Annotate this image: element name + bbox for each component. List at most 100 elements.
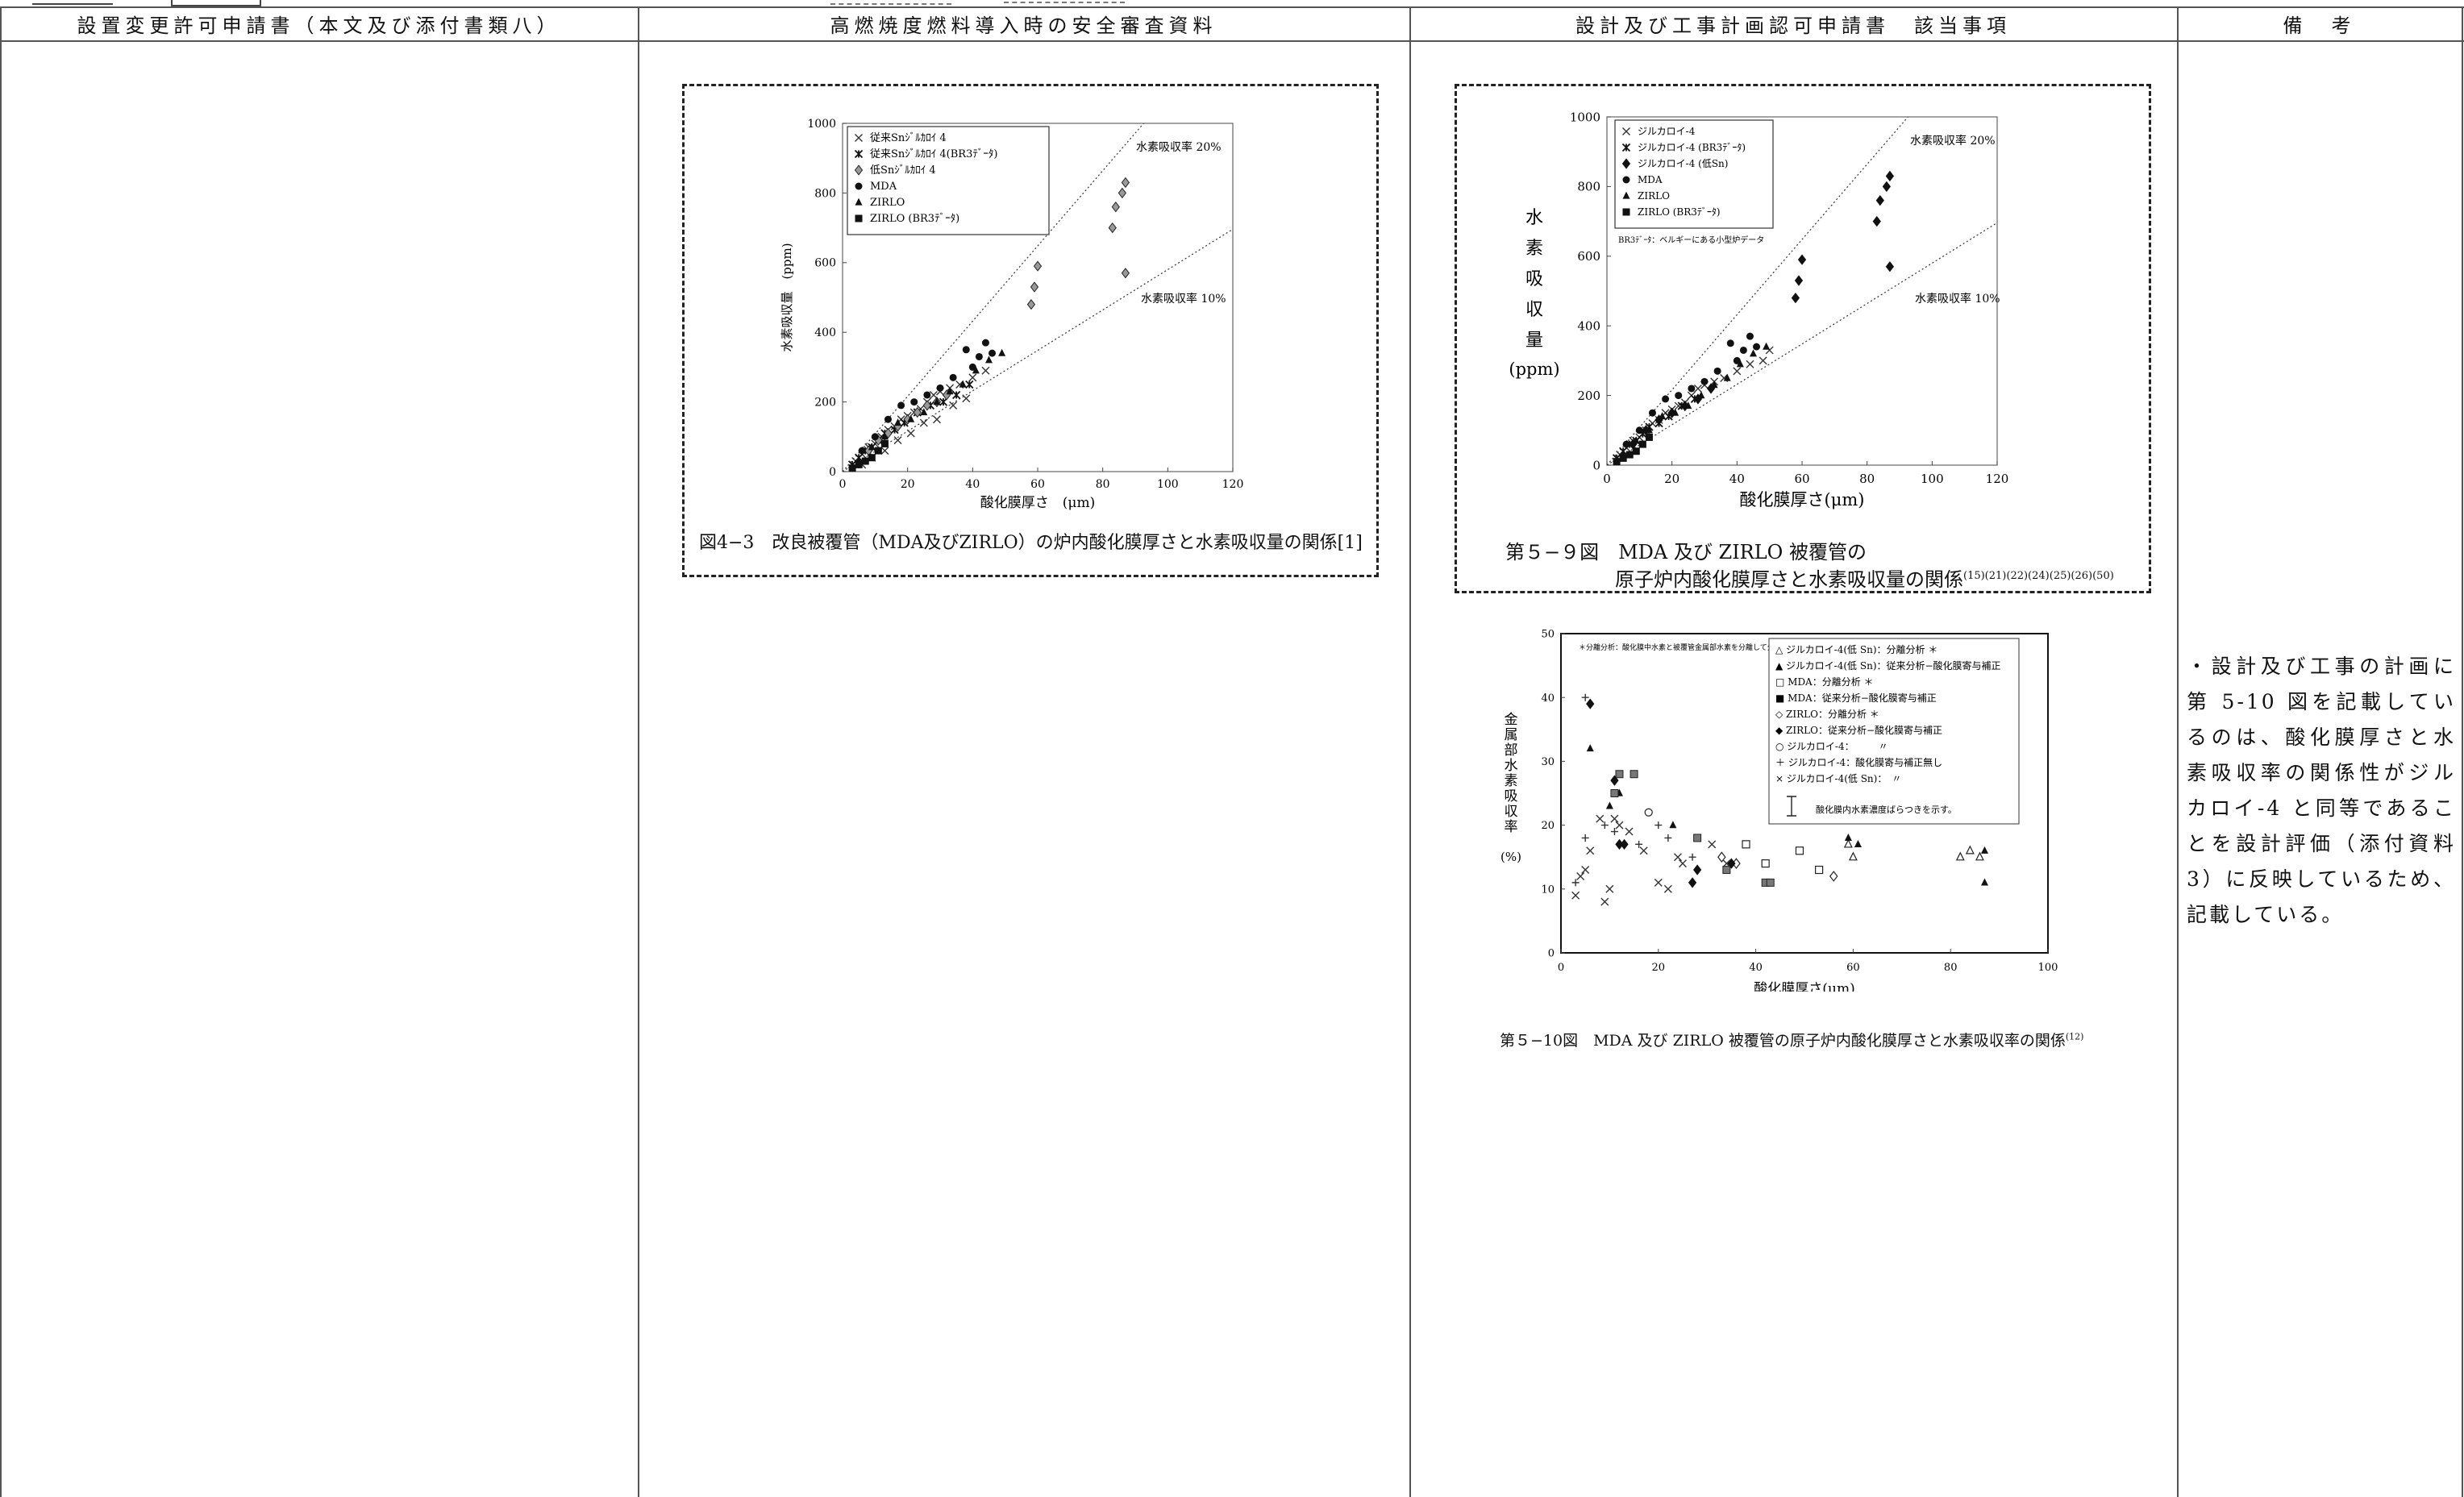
series <box>1622 332 1761 448</box>
data-point <box>1673 853 1682 862</box>
data-point <box>848 464 856 472</box>
legend-label: ○ ジルカロイ-4： 〃 <box>1775 741 1888 752</box>
top-fragments <box>0 0 2464 6</box>
data-point <box>1733 356 1741 364</box>
data-point <box>962 346 970 354</box>
series <box>1644 808 1653 817</box>
data-point <box>1759 356 1767 365</box>
legend-label: △ ジルカロイ-4(低 Sn)：分離分析 ＊ <box>1775 644 1937 655</box>
y-axis-label-char: 金 <box>1505 712 1518 728</box>
y-tick-label: 0 <box>829 466 836 479</box>
y-axis-unit: (ppm) <box>1509 360 1559 379</box>
data-point <box>1739 346 1747 354</box>
data-point <box>1750 349 1757 357</box>
series <box>1613 433 1653 466</box>
data-point <box>1581 866 1590 875</box>
legend-label: ZIRLO (BR3ﾃﾞｰﾀ) <box>1638 206 1721 218</box>
reference-line <box>842 123 1144 472</box>
figure-5-9-caption-refs: (15)(21)(22)(24)(25)(26)(50) <box>1963 570 2114 582</box>
data-point <box>932 415 941 424</box>
data-point <box>981 339 989 347</box>
data-point <box>1610 789 1619 797</box>
figure-4-3-panel: 0 20 40 60 80 100 120 0 200 400 600 800 1000 酸化膜厚さ (μ… <box>682 84 1379 577</box>
y-tick-label: 400 <box>1577 318 1600 333</box>
figure-5-9-caption-text: 原子炉内酸化膜厚さと水素吸収量の関係 <box>1615 568 1963 591</box>
data-point <box>1581 834 1589 842</box>
y-axis-label-char: 素 <box>1525 239 1543 259</box>
data-point <box>1635 426 1643 435</box>
legend-marker <box>1622 191 1630 199</box>
data-point <box>871 433 879 441</box>
data-point <box>907 414 915 422</box>
data-point <box>949 401 958 410</box>
x-axis-label: 酸化膜厚さ(μm) <box>1740 490 1865 509</box>
legend-box <box>847 126 1050 235</box>
legend-label: ◆ ZIRLO：従来分析−酸化膜寄与補正 <box>1775 724 1942 736</box>
data-point <box>1639 846 1648 855</box>
data-point <box>968 363 976 371</box>
errorbar-note: 酸化膜内水素濃度ばらつきを示す。 <box>1816 804 1957 815</box>
data-point <box>1629 770 1638 779</box>
data-point <box>985 356 993 364</box>
data-point <box>1586 744 1594 752</box>
data-point <box>1576 871 1585 880</box>
x-tick-label: 80 <box>1859 472 1875 486</box>
legend-label: 従来Snｼﾞﾙｶﾛｲ 4(BR3ﾃﾞｰﾀ) <box>870 148 997 160</box>
series <box>847 380 974 469</box>
y-tick-label: 40 <box>1541 692 1555 705</box>
data-point <box>1571 879 1580 887</box>
legend-label: MDA <box>870 181 897 193</box>
data-point <box>1605 884 1614 893</box>
legend-label: ジルカロイ-4 (BR3ﾃﾞｰﾀ) <box>1638 142 1746 153</box>
x-tick-label: 60 <box>1846 962 1860 974</box>
data-point <box>1613 458 1621 466</box>
y-axis-label-char: 吸 <box>1525 269 1543 289</box>
col-border <box>2462 6 2463 1497</box>
data-point <box>1615 770 1624 779</box>
data-point <box>1815 865 1824 875</box>
data-point <box>1746 360 1754 368</box>
data-point <box>1645 433 1653 441</box>
data-point <box>894 418 902 426</box>
series <box>858 339 997 455</box>
remarks-text: ・設計及び工事の計画に第 5-10 図を記載しているのは、酸化膜厚さと水素吸収率… <box>2187 655 2456 926</box>
x-tick-label: 40 <box>1749 962 1763 974</box>
data-point <box>1610 814 1619 823</box>
figure-5-9-panel: 0 20 40 60 80 100 120 0 200 400 600 800 1000 酸化膜厚さ(μm… <box>1455 84 2151 593</box>
data-point <box>1710 380 1718 389</box>
figure-5-10-caption: 第５−10図 MDA 及び ZIRLO 被覆管の原子炉内酸化膜厚さと水素吸収率の… <box>1500 1029 2083 1050</box>
data-point <box>923 391 931 399</box>
x-tick-label: 100 <box>2038 962 2058 974</box>
y-axis-label-char: 収 <box>1525 300 1543 320</box>
x-tick-label: 120 <box>1986 472 2009 486</box>
data-point <box>1692 864 1702 875</box>
data-point <box>1717 851 1726 863</box>
data-point <box>1664 834 1672 842</box>
data-point <box>1625 451 1634 459</box>
legend-marker <box>1621 143 1631 152</box>
data-point <box>949 373 957 381</box>
y-tick-label: 600 <box>1577 249 1600 264</box>
data-point <box>1638 440 1646 448</box>
data-point <box>1843 838 1853 848</box>
y-tick-label: 10 <box>1541 884 1555 896</box>
data-point <box>1829 871 1838 882</box>
legend-marker <box>855 134 863 142</box>
data-point <box>920 408 928 416</box>
data-point <box>913 406 922 418</box>
y-tick-label: 0 <box>1592 458 1600 472</box>
legend-marker <box>1622 127 1630 135</box>
data-point <box>1854 839 1862 847</box>
legend-marker <box>855 198 863 206</box>
legend-label: ◇ ZIRLO：分離分析 ＊ <box>1775 709 1879 720</box>
series <box>1619 342 1771 458</box>
data-point <box>1586 698 1595 709</box>
data-point <box>1688 877 1697 888</box>
data-point <box>1848 851 1858 861</box>
data-point <box>1965 845 1975 855</box>
data-point <box>1980 878 1988 886</box>
legend-label: ▲ ジルカロイ-4(低 Sn)：従来分析−酸化膜寄与補正 <box>1775 659 2001 672</box>
figure-5-10-caption-ref: (12) <box>2065 1031 2084 1042</box>
data-point <box>1121 268 1130 279</box>
data-point <box>1654 821 1663 830</box>
